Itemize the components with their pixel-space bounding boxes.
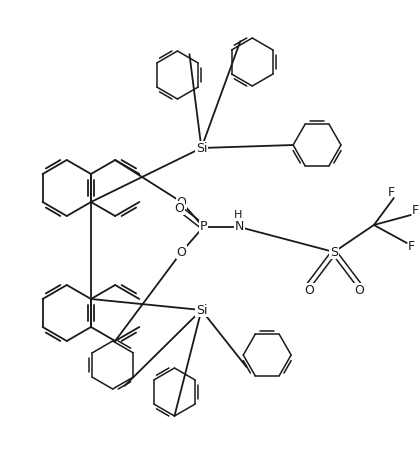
Text: O: O <box>175 202 184 214</box>
Text: H: H <box>234 210 242 220</box>
Text: F: F <box>408 240 415 252</box>
Text: O: O <box>304 283 314 296</box>
Text: N: N <box>235 221 244 233</box>
Text: O: O <box>176 196 186 208</box>
Text: O: O <box>176 246 186 258</box>
Text: Si: Si <box>196 304 207 316</box>
Text: O: O <box>354 283 364 296</box>
Text: F: F <box>387 187 394 199</box>
Text: Si: Si <box>196 142 207 154</box>
Text: P: P <box>200 221 207 233</box>
Text: S: S <box>330 246 338 258</box>
Text: F: F <box>412 204 419 217</box>
